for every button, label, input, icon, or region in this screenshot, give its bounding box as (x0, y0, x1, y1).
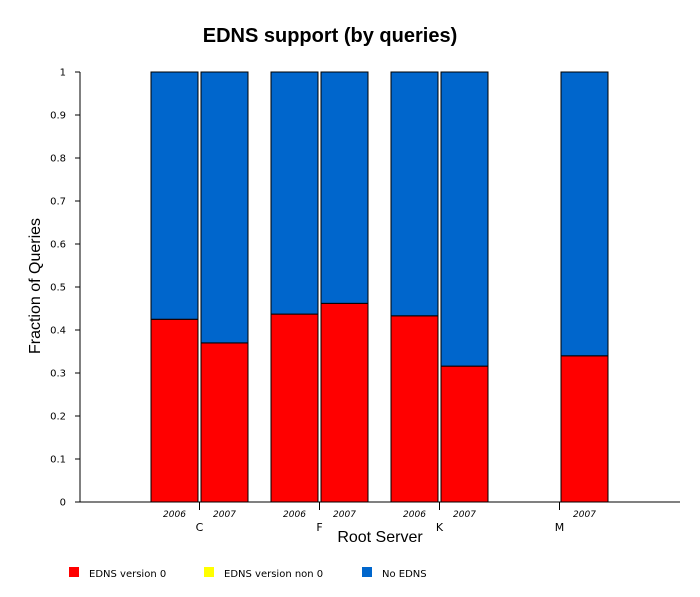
bar-year-label: 2006 (283, 510, 306, 520)
y-tick-label: 0.1 (50, 455, 66, 466)
y-tick-label: 0.3 (50, 369, 66, 380)
bar-year-label: 2007 (213, 510, 236, 520)
bar-year-label: 2007 (333, 510, 356, 520)
bar-segment (270, 71, 319, 315)
legend-label: EDNS version non 0 (224, 569, 323, 580)
bar-year-label: 2006 (403, 510, 426, 520)
y-axis-label: Fraction of Queries (27, 218, 44, 354)
bar-year-label: 2007 (573, 510, 596, 520)
legend: EDNS version 0 EDNS version non 0 No EDNS (69, 567, 427, 580)
y-tick-label: 0.5 (50, 283, 66, 294)
y-tick-label: 0.6 (50, 240, 66, 251)
bar-segment (270, 313, 319, 503)
legend-label: EDNS version 0 (89, 569, 166, 580)
bar-segment (320, 71, 369, 304)
y-tick-label: 1 (60, 68, 66, 79)
bar-year-label: 2007 (453, 510, 476, 520)
x-axis-label: Root Server (337, 529, 423, 546)
server-label: F (316, 521, 322, 534)
bar-segment (390, 71, 439, 317)
server-label: K (436, 521, 444, 534)
bar-segment (320, 302, 369, 503)
y-tick-label: 0.8 (50, 154, 66, 165)
bar-segment (150, 318, 199, 503)
y-tick-label: 0.7 (50, 197, 66, 208)
bar-segment (560, 71, 609, 357)
legend-swatch (69, 567, 79, 577)
legend-label: No EDNS (382, 569, 427, 580)
y-tick-label: 0.9 (50, 111, 66, 122)
y-tick-label: 0 (60, 498, 66, 509)
y-tick-label: 0.2 (50, 412, 66, 423)
y-tick-label: 0.4 (50, 326, 66, 337)
bar-segment (150, 71, 199, 320)
chart-title: EDNS support (by queries) (203, 25, 457, 47)
bar-year-label: 2006 (163, 510, 186, 520)
bar-segment (560, 355, 609, 503)
bar-segment (200, 71, 249, 344)
legend-swatch (204, 567, 214, 577)
x-axis-labels: 2006 2007 C 2006 2007 F 2006 2007 K 2007 M (163, 502, 596, 534)
server-label: C (196, 521, 204, 534)
y-axis: 0 0.1 0.2 0.3 0.4 0.5 0.6 0.7 0.8 0.9 1 (50, 68, 80, 509)
server-label: M (555, 521, 565, 534)
bar-segment (390, 315, 439, 503)
bar-segment (440, 71, 489, 367)
legend-swatch (362, 567, 372, 577)
bar-segment (440, 365, 489, 503)
bars (150, 71, 609, 503)
bar-segment (200, 342, 249, 503)
